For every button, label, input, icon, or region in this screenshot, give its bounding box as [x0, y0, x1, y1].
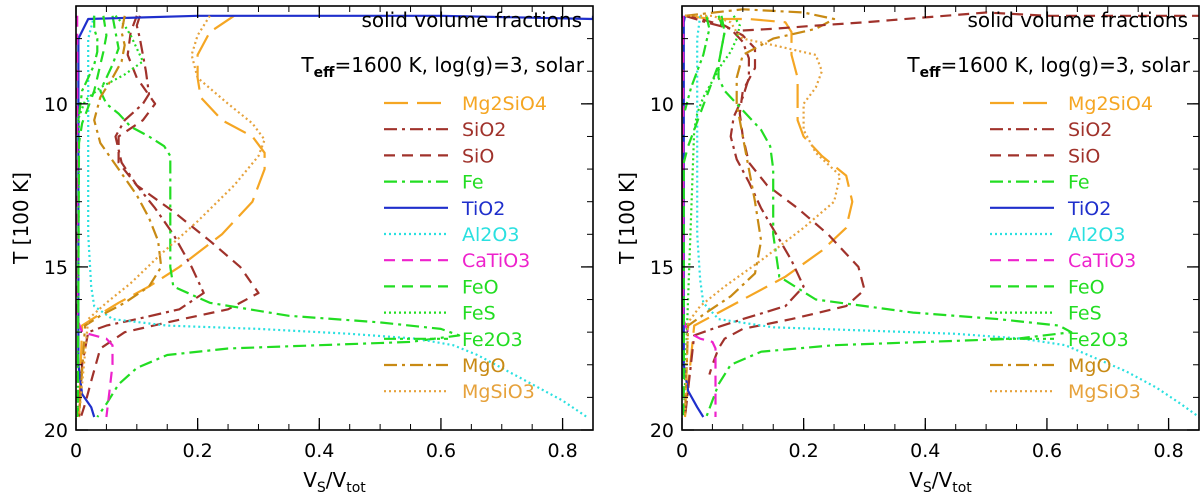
chart-annotation: Teff=1600 K, log(g)=3, solar	[906, 53, 1190, 81]
y-tick-label: 20	[44, 420, 68, 442]
x-axis-label: VS/Vtot	[909, 468, 972, 496]
x-axis: 0 0.2 0.4 0.6 0.8	[70, 6, 594, 462]
series-line-fe	[96, 15, 461, 418]
x-tick-label: 0.8	[547, 440, 577, 462]
y-tick-label: 10	[650, 94, 674, 116]
legend-label-mgo: MgO	[462, 355, 505, 377]
y-axis-label: T [100 K]	[9, 172, 33, 265]
x-axis-label: VS/Vtot	[303, 468, 366, 496]
series-line-al2o3	[87, 15, 588, 418]
legend-label-sio: SiO	[462, 145, 494, 167]
y-axis: 10 15 20	[44, 5, 593, 442]
x-tick-label: 0.8	[1153, 440, 1183, 462]
legend-label-mg2sio4: Mg2SiO4	[1068, 93, 1153, 115]
series-line-sio	[79, 15, 260, 418]
y-axis-label: T [100 K]	[615, 172, 639, 265]
panel-right: 0 0.2 0.4 0.6 0.8 10 15 20 T [100 K] VS/Vtot solid…	[615, 5, 1200, 496]
x-tick-label: 0	[676, 440, 688, 462]
y-tick-label: 10	[44, 94, 68, 116]
x-tick-label: 0.6	[426, 440, 456, 462]
legend-label-tio2: TiO2	[461, 198, 505, 220]
series-line-feo	[76, 15, 108, 418]
axes-frame	[75, 5, 594, 431]
series-line-fe2o3	[683, 15, 711, 111]
legend-label-sio2: SiO2	[462, 119, 506, 141]
legend-label-catio3: CaTiO3	[1068, 250, 1136, 272]
y-axis: 10 15 20	[650, 5, 1199, 442]
legend: Mg2SiO4 SiO2 SiO Fe TiO2 Al2O3 CaTiO3 FeO FeS Fe2…	[384, 93, 547, 403]
y-tick-label: 15	[44, 257, 68, 279]
chart-title: solid volume fractions	[967, 8, 1188, 32]
legend-label-fe: Fe	[462, 172, 484, 194]
panel-left: 0 0.2 0.4 0.6 0.8 10 15 20 T [100 K] VS/Vtot solid…	[9, 5, 594, 496]
legend-label-mg2sio4: Mg2SiO4	[462, 93, 547, 115]
series-line-sio2	[683, 14, 805, 418]
axes-frame	[681, 5, 1200, 431]
legend-label-fes: FeS	[462, 303, 496, 325]
series-line-tio2	[682, 15, 705, 418]
legend-label-al2o3: Al2O3	[462, 224, 519, 246]
x-axis: 0 0.2 0.4 0.6 0.8	[676, 6, 1200, 462]
x-tick-label: 0.4	[910, 440, 940, 462]
series-line-mgo	[77, 15, 163, 418]
series-line-mgsio3	[683, 14, 842, 418]
series-line-mgo	[683, 8, 836, 418]
x-tick-label: 0.4	[304, 440, 334, 462]
series-line-al2o3	[696, 15, 1199, 418]
legend-label-tio2: TiO2	[1067, 198, 1111, 220]
legend-label-feo: FeO	[1068, 276, 1105, 298]
legend-label-fes: FeS	[1068, 303, 1102, 325]
x-tick-label: 0.2	[183, 440, 213, 462]
legend-label-fe2o3: Fe2O3	[1068, 329, 1129, 351]
series-line-mg2sio4	[683, 14, 854, 418]
series-line-mg2sio4	[77, 14, 266, 418]
legend-label-fe: Fe	[1068, 172, 1090, 194]
x-tick-label: 0.2	[789, 440, 819, 462]
series-line-feo	[682, 15, 726, 417]
chart-annotation: Teff=1600 K, log(g)=3, solar	[300, 53, 584, 81]
series-line-catio3	[682, 15, 717, 417]
legend-label-fe2o3: Fe2O3	[462, 329, 523, 351]
plot-area	[682, 8, 1199, 418]
legend-label-sio: SiO	[1068, 145, 1100, 167]
legend-label-mgo: MgO	[1068, 355, 1111, 377]
legend-label-catio3: CaTiO3	[462, 250, 530, 272]
series-line-mgsio3	[77, 15, 266, 418]
chart-title: solid volume fractions	[361, 8, 582, 32]
legend-label-al2o3: Al2O3	[1068, 224, 1125, 246]
series-line-extra	[742, 11, 1199, 32]
legend-label-mgsio3: MgSiO3	[462, 381, 535, 403]
y-tick-label: 20	[650, 420, 674, 442]
legend-label-feo: FeO	[462, 276, 499, 298]
x-tick-label: 0.6	[1032, 440, 1062, 462]
x-tick-label: 0	[70, 440, 82, 462]
series-line-sio	[684, 14, 866, 375]
y-tick-label: 15	[650, 257, 674, 279]
series-line-fe2o3	[77, 15, 99, 121]
legend-label-sio2: SiO2	[1068, 119, 1112, 141]
legend: Mg2SiO4 SiO2 SiO Fe TiO2 Al2O3 CaTiO3 FeO FeS Fe2…	[990, 93, 1153, 403]
legend-label-mgsio3: MgSiO3	[1068, 381, 1141, 403]
